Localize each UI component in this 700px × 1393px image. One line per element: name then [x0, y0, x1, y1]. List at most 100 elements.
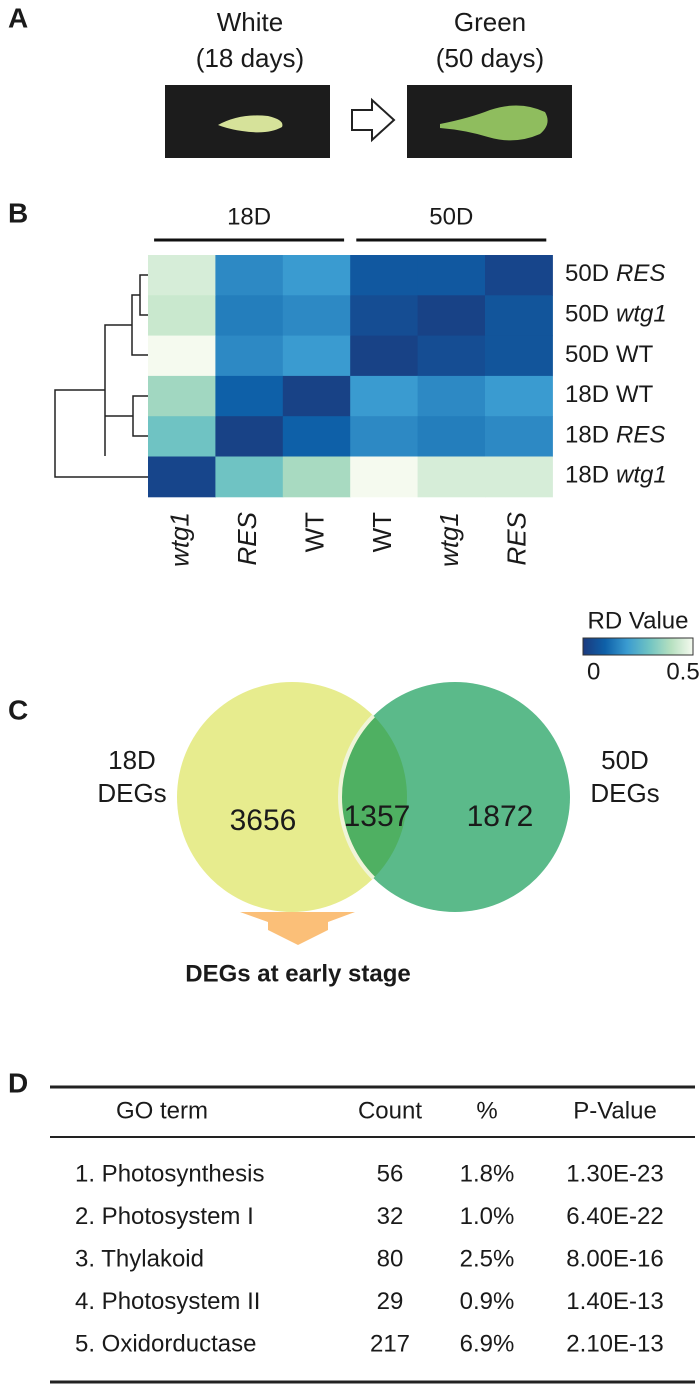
heat-cell [350, 335, 419, 377]
table-cell: 32 [377, 1203, 404, 1230]
row-stage: 18D [565, 422, 609, 449]
row-genotype: wtg1 [616, 462, 667, 489]
panel-label: B [8, 197, 28, 228]
panel-label: C [8, 694, 28, 725]
heat-cell [215, 375, 284, 417]
table-cell: 0.9% [460, 1288, 515, 1315]
heat-cell [215, 295, 284, 337]
row-genotype: RES [616, 422, 665, 449]
table-cell: 2.5% [460, 1245, 515, 1272]
heat-cell [350, 375, 419, 417]
table-cell: 1.40E-13 [566, 1288, 663, 1315]
column-group: 50D [429, 203, 473, 230]
row-stage: 50D [565, 341, 609, 368]
heat-cell [417, 255, 486, 296]
set-label: 18D [108, 745, 156, 775]
column-group: 18D [227, 203, 271, 230]
heat-cell [282, 295, 351, 337]
heat-cell [417, 335, 486, 377]
table-header: GO term [116, 1097, 208, 1124]
colorbar-label: RD Value [588, 607, 689, 634]
column-label: RES [232, 511, 262, 565]
heat-cell [148, 295, 216, 337]
heat-cell [350, 456, 419, 498]
table-header: Count [358, 1097, 422, 1124]
heat-cell [148, 416, 216, 457]
arrow-label: DEGs at early stage [185, 960, 410, 987]
heat-cell [148, 255, 216, 296]
table-cell: 1. Photosynthesis [75, 1160, 264, 1187]
heat-cell [282, 375, 351, 417]
leaf-title: Green [454, 7, 526, 37]
colorbar-tick: 0.5 [666, 658, 699, 685]
table-cell: 1.8% [460, 1160, 515, 1187]
heat-cell [282, 255, 351, 296]
venn-right [340, 682, 570, 912]
heat-cell [215, 335, 284, 377]
dendrogram [54, 274, 148, 478]
row-label: 18D RES [565, 422, 665, 449]
down-arrow [240, 912, 355, 945]
table-header: % [476, 1097, 497, 1124]
table-cell: 56 [377, 1160, 404, 1187]
set-label: DEGs [97, 778, 166, 808]
leaf [218, 115, 283, 133]
heat-cell [417, 295, 486, 337]
leaf [440, 105, 548, 141]
set-label: 50D [601, 745, 649, 775]
colorbar [582, 637, 694, 656]
row-stage: 50D [565, 260, 609, 287]
panel-label: D [8, 1067, 28, 1098]
heat-cell [485, 416, 553, 457]
leaf-subtitle: (18 days) [196, 43, 304, 73]
table-cell: 6.40E-22 [566, 1203, 663, 1230]
table-cell: 2.10E-13 [566, 1330, 663, 1357]
column-label: RES [502, 511, 532, 565]
leaf-subtitle: (50 days) [436, 43, 544, 73]
heat-cell [215, 456, 284, 498]
venn-count: 1357 [344, 800, 411, 833]
table-cell: 1.30E-23 [566, 1160, 663, 1187]
row-stage: 18D [565, 462, 609, 489]
heat-cell [350, 416, 419, 457]
arrow [351, 97, 396, 143]
venn-count: 1872 [467, 800, 534, 833]
heat-cell [350, 255, 419, 296]
heat-cell [215, 416, 284, 457]
row-genotype: WT [616, 381, 654, 408]
row-genotype: WT [616, 341, 654, 368]
venn-count: 3656 [230, 804, 297, 837]
table-cell: 4. Photosystem II [75, 1288, 260, 1315]
heat-cell [417, 456, 486, 498]
table-cell: 5. Oxidorductase [75, 1330, 256, 1357]
table-cell: 217 [370, 1330, 410, 1357]
heat-cell [282, 335, 351, 377]
row-label: 50D wtg1 [565, 301, 667, 328]
heat-cell [282, 416, 351, 457]
table-cell: 6.9% [460, 1330, 515, 1357]
column-label: wtg1 [434, 512, 464, 567]
table-cell: 1.0% [460, 1203, 515, 1230]
heat-cell [215, 255, 284, 296]
heat-cell [485, 335, 553, 377]
table-cell: 8.00E-16 [566, 1245, 663, 1272]
row-genotype: RES [616, 260, 665, 287]
heat-cell [485, 375, 553, 417]
heat-cell [148, 375, 216, 417]
table-cell: 2. Photosystem I [75, 1203, 254, 1230]
row-label: 18D WT [565, 381, 654, 408]
heat-cell [485, 456, 553, 498]
table-cell: 80 [377, 1245, 404, 1272]
column-label: WT [367, 512, 397, 553]
heatmap: 18D 50D 50D RES 50D wtg1 50D WT 18D WT 18D RES 18D wt… [148, 203, 700, 685]
leaf-title: White [217, 7, 283, 37]
row-label: 18D wtg1 [565, 462, 667, 489]
column-label: wtg1 [165, 512, 195, 567]
table: GO term Count% P-Value 1. Photosynthesis 56 1… [75, 1097, 664, 1357]
panel-label: A [8, 2, 28, 33]
heat-cell [485, 295, 553, 337]
heat-cell [148, 456, 216, 498]
heat-cell [417, 375, 486, 417]
venn-left [177, 682, 407, 912]
colorbar-tick: 0 [587, 658, 600, 685]
